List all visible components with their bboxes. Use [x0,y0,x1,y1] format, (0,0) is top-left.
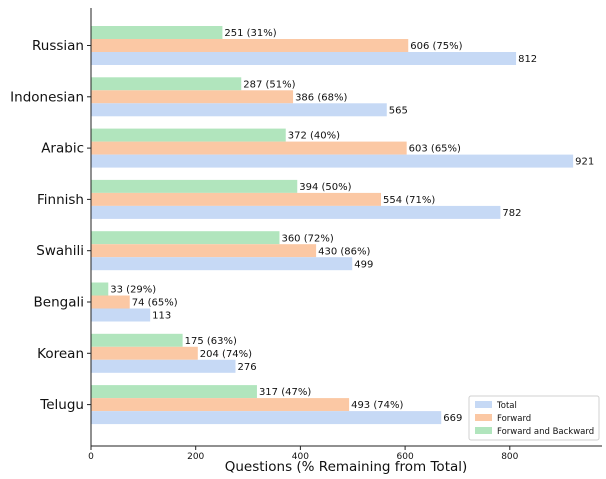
bar-finnish-forward-and-backward [91,179,298,193]
category-label: Korean [37,346,84,362]
value-label: 606 (75%) [410,41,462,52]
value-label: 669 [443,413,462,424]
x-tick-label: 0 [88,452,94,462]
legend-items: Total Forward Forward and Backward [475,401,594,437]
legend-swatch [475,401,492,408]
bar-bengali-forward-and-backward [91,282,109,296]
value-label: 554 (71%) [383,195,435,206]
bar-indonesian-forward-and-backward [91,77,242,91]
bar-bengali-total [91,308,151,322]
value-label: 317 (47%) [259,387,311,398]
value-label: 812 [518,54,537,65]
value-label: 33 (29%) [110,285,156,296]
value-label: 921 [575,157,594,168]
x-tick-label: 400 [292,452,309,462]
legend-label: Forward [497,414,531,424]
labels-layer: 251 (31%) 606 (75%) 812 Russian 287 (51%)386… [10,28,594,424]
value-label: 251 (31%) [224,28,276,39]
legend-label: Total [496,401,517,411]
bar-swahili-forward-and-backward [91,231,280,245]
category-label: Bengali [34,295,84,311]
value-label: 386 (68%) [295,92,347,103]
category-label: Swahili [36,243,84,259]
bar-finnish-total [91,205,501,219]
value-label: 287 (51%) [243,79,295,90]
x-axis-title: Questions (% Remaining from Total) [225,459,468,475]
value-label: 430 (86%) [318,246,370,257]
category-label: Russian [32,38,84,54]
category-label: Indonesian [10,89,84,105]
value-label: 603 (65%) [409,144,461,155]
value-label: 565 [389,105,408,116]
value-label: 113 [152,311,171,322]
bar-swahili-forward [91,244,317,258]
bar-russian-forward [91,39,409,52]
bar-swahili-total [91,257,353,271]
category-label: Arabic [41,141,84,157]
bar-arabic-forward-and-backward [91,128,286,142]
legend-label: Forward and Backward [497,427,594,437]
bar-indonesian-total [91,103,387,117]
bar-telugu-total [91,411,442,425]
value-label: 360 (72%) [281,233,333,244]
bar-bengali-forward [91,295,130,309]
value-label: 493 (74%) [351,400,403,411]
x-tick-label: 600 [397,452,414,462]
bar-finnish-forward [91,192,382,206]
legend-box [468,395,600,441]
value-label: 499 [354,259,373,270]
value-label: 782 [502,208,521,219]
bar-russian-total [91,52,517,65]
x-tick-label: 800 [501,452,518,462]
bar-arabic-forward [91,141,407,155]
bar-korean-forward [91,346,198,360]
bar-korean-total [91,359,236,373]
x-tick-label: 200 [187,452,204,462]
bar-russian-forward-and-backward [91,26,223,39]
legend-swatch [475,414,492,421]
value-label: 204 (74%) [200,349,252,360]
legend: Total Forward Forward and Backward [468,395,600,441]
bars-layer [91,26,574,425]
ticks-layer: 0 200 400 600 800 [87,45,519,462]
value-label: 74 (65%) [132,298,178,309]
bar-telugu-forward-and-backward [91,385,257,399]
category-label: Finnish [37,192,84,208]
bar-korean-forward-and-backward [91,333,183,347]
value-label: 175 (63%) [185,336,237,347]
bar-indonesian-forward [91,90,294,104]
category-label: Telugu [39,397,84,413]
value-label: 276 [237,362,256,373]
value-label: 394 (50%) [299,182,351,193]
bar-arabic-total [91,154,574,168]
value-label: 372 (40%) [288,131,340,142]
bar-telugu-forward [91,398,350,412]
axes-layer [90,8,602,447]
legend-swatch [475,427,492,434]
